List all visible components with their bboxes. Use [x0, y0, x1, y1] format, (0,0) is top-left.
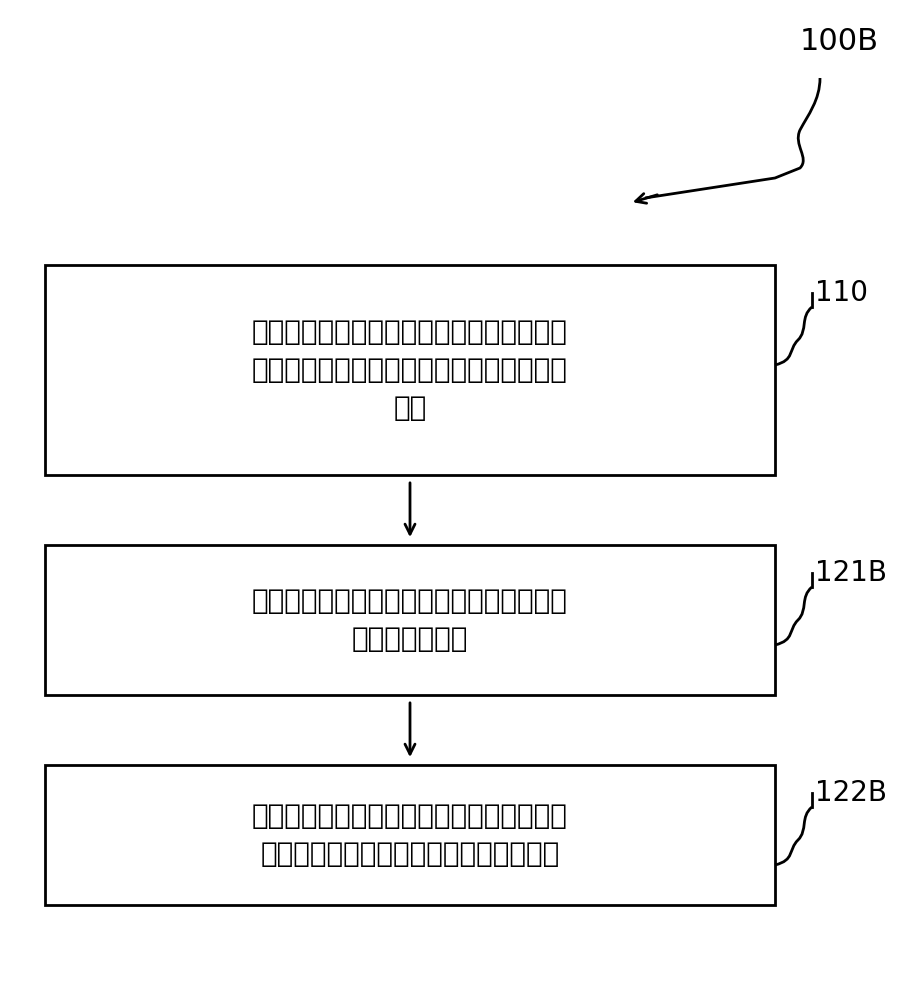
Text: 100B: 100B — [800, 27, 879, 56]
Text: 从三维差分图像中提取电阻抗测量信号中的: 从三维差分图像中提取电阻抗测量信号中的 — [252, 802, 568, 830]
Text: 信号: 信号 — [394, 394, 427, 422]
Bar — [45, 765, 775, 905]
Text: 121B: 121B — [815, 559, 887, 587]
Text: 利用分布在三维空间内的电极阵列，对待测: 利用分布在三维空间内的电极阵列，对待测 — [252, 318, 568, 346]
Bar — [45, 265, 775, 475]
Text: 血液灌注信号所反映的三维血液灌注图像: 血液灌注信号所反映的三维血液灌注图像 — [261, 840, 560, 868]
Bar — [45, 545, 775, 695]
Text: 人体区域进行电阻抗测量，得到电阻抗测量: 人体区域进行电阻抗测量，得到电阻抗测量 — [252, 356, 568, 384]
Text: 建三维差分图像: 建三维差分图像 — [352, 625, 468, 653]
Text: 122B: 122B — [815, 779, 887, 807]
Text: 110: 110 — [815, 279, 868, 307]
Text: 根据电阻抗测量信号，通过图像重建算法重: 根据电阻抗测量信号，通过图像重建算法重 — [252, 587, 568, 615]
